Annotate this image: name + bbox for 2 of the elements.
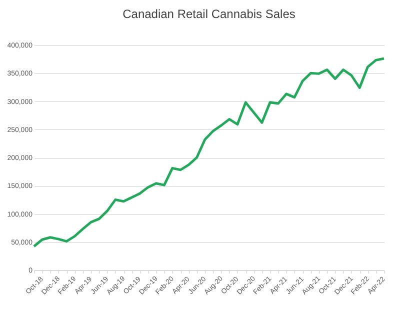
line-series	[32, 57, 386, 248]
chart-title: Canadian Retail Cannabis Sales	[122, 7, 296, 21]
